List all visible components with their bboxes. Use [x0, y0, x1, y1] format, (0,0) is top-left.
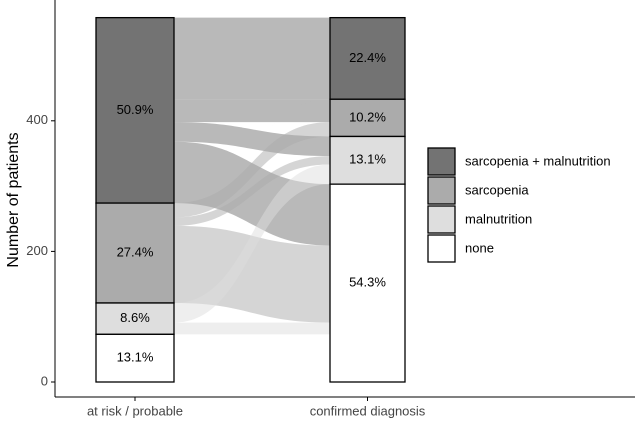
- flow: [174, 99, 330, 123]
- flow: [174, 122, 330, 218]
- legend-label: malnutrition: [465, 211, 532, 226]
- stratum: [329, 98, 406, 138]
- legend-swatch: [427, 205, 456, 234]
- flow: [174, 322, 330, 335]
- legend-swatch: [427, 234, 456, 263]
- legend-label: none: [465, 240, 494, 255]
- value-label: 8.6%: [120, 310, 150, 325]
- legend-label: sarcopenia + malnutrition: [465, 153, 611, 168]
- stratum: [329, 135, 406, 185]
- x-tick-label: confirmed diagnosis: [310, 403, 426, 418]
- y-tick-label: 200: [26, 243, 48, 258]
- stratum: [95, 16, 175, 204]
- flow: [174, 17, 330, 100]
- value-label: 13.1%: [349, 152, 386, 167]
- y-axis-title: Number of patients: [5, 132, 22, 267]
- value-label: 50.9%: [117, 102, 154, 117]
- legend-swatch: [427, 147, 456, 176]
- stratum: [329, 183, 406, 383]
- legend-label: sarcopenia: [465, 182, 529, 197]
- value-label: 27.4%: [117, 244, 154, 259]
- flow: [174, 122, 330, 157]
- stratum: [329, 16, 406, 100]
- flow: [174, 156, 330, 226]
- stratum: [95, 202, 175, 304]
- y-tick-label: 400: [26, 112, 48, 127]
- value-label: 54.3%: [349, 275, 386, 290]
- value-label: 22.4%: [349, 50, 386, 65]
- flow: [174, 164, 330, 323]
- legend-swatch: [427, 176, 456, 205]
- stratum: [95, 333, 175, 383]
- flow: [174, 334, 330, 382]
- value-label: 10.2%: [349, 109, 386, 124]
- y-tick-label: 0: [41, 373, 48, 388]
- x-tick-label: at risk / probable: [87, 403, 183, 418]
- value-label: 13.1%: [117, 350, 154, 365]
